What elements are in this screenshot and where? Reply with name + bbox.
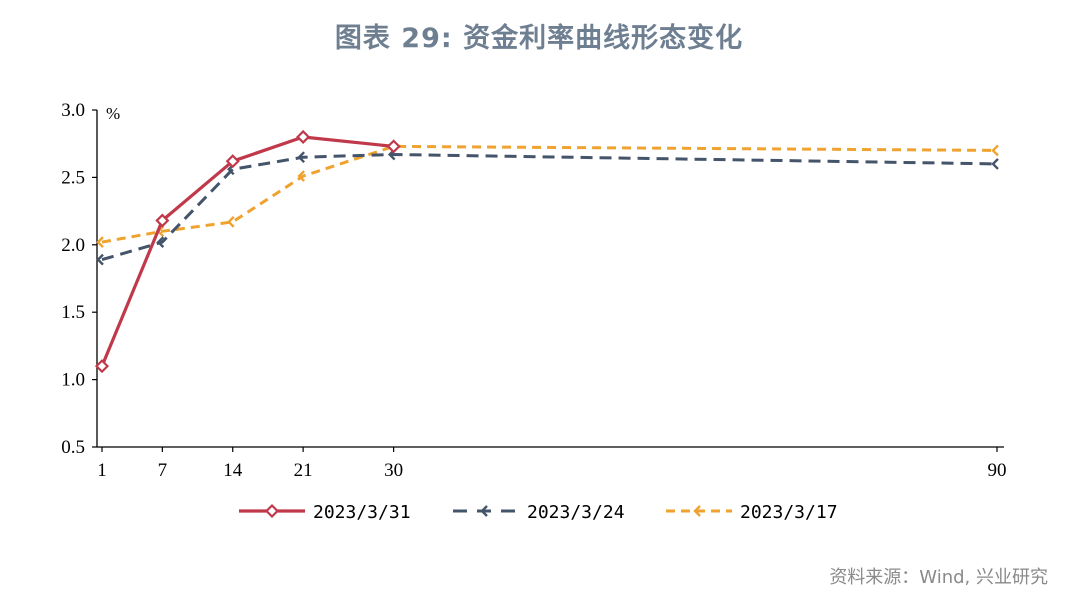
data-point-marker bbox=[156, 236, 165, 248]
legend-item: 2023/3/31 bbox=[239, 502, 411, 523]
legend-marker bbox=[693, 505, 701, 517]
data-point-marker bbox=[96, 253, 104, 266]
legend-label: 2023/3/31 bbox=[313, 502, 411, 523]
y-tick-label: 2.5 bbox=[61, 167, 85, 188]
data-point-marker bbox=[991, 158, 999, 170]
series-line bbox=[101, 144, 998, 244]
y-tick-label: 0.5 bbox=[61, 437, 85, 458]
source-note: 资料来源：Wind, 兴业研究 bbox=[829, 567, 1048, 588]
axes: 0.5 1.0 1.5 2.0 2.5 3.0 % 1 7 14 21 30 90 bbox=[61, 100, 1006, 481]
data-point-marker bbox=[297, 151, 305, 164]
data-point-marker bbox=[96, 236, 104, 248]
data-point-marker bbox=[386, 139, 401, 154]
legend-marker bbox=[264, 503, 280, 519]
series-1 bbox=[94, 129, 401, 374]
legend-marker bbox=[480, 505, 488, 517]
x-tick-label: 7 bbox=[158, 460, 168, 481]
legend-item: 2023/3/24 bbox=[453, 502, 625, 523]
legend: 2023/3/31 2023/3/24 2023/3/17 bbox=[239, 502, 838, 523]
data-point-marker bbox=[227, 216, 235, 228]
x-tick-label: 90 bbox=[988, 460, 1007, 481]
series-line bbox=[101, 153, 998, 262]
data-point-marker bbox=[991, 144, 999, 157]
data-point-marker bbox=[296, 129, 311, 145]
x-tick-label: 21 bbox=[294, 460, 313, 481]
data-point-marker bbox=[155, 213, 170, 228]
y-tick-label: 1.0 bbox=[61, 370, 85, 391]
data-point-marker bbox=[297, 170, 305, 182]
legend-label: 2023/3/17 bbox=[740, 502, 838, 523]
series-lines bbox=[94, 129, 999, 374]
x-tick-label: 14 bbox=[223, 460, 243, 481]
legend-item: 2023/3/17 bbox=[666, 502, 838, 523]
legend-label: 2023/3/24 bbox=[527, 502, 625, 523]
y-tick-label: 3.0 bbox=[61, 100, 85, 121]
y-tick-label: 1.5 bbox=[61, 302, 85, 323]
x-tick-label: 1 bbox=[97, 460, 107, 481]
x-tick-label: 30 bbox=[384, 460, 403, 481]
y-tick-label: 2.0 bbox=[61, 235, 85, 256]
data-point-marker bbox=[225, 154, 240, 169]
data-point-marker bbox=[94, 359, 110, 374]
chart-title: 图表 29: 资金利率曲线形态变化 bbox=[334, 23, 744, 54]
series-line bbox=[100, 135, 394, 367]
y-unit-label: % bbox=[106, 104, 120, 123]
